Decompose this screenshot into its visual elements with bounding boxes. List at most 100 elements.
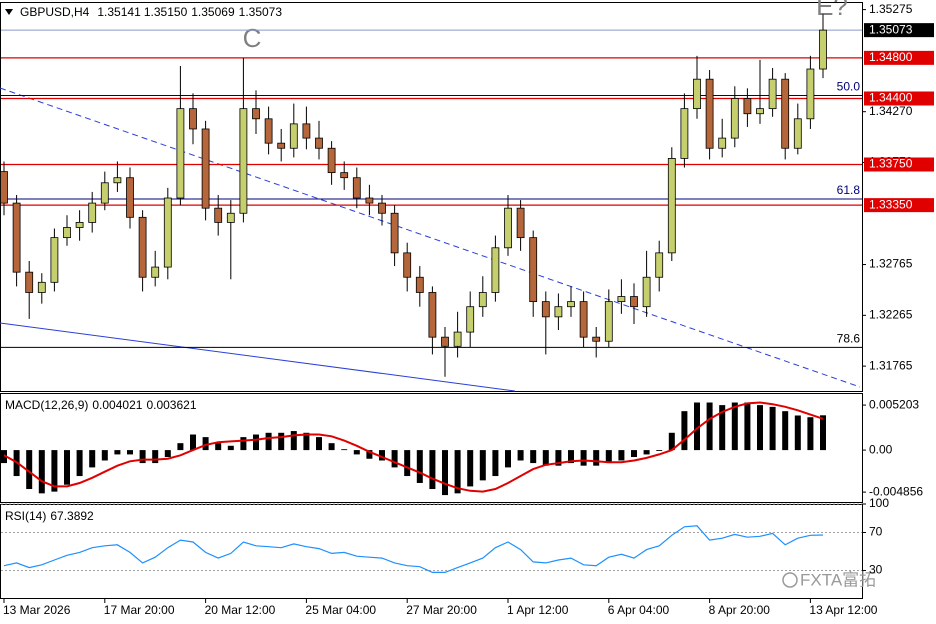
candle-body	[365, 197, 374, 204]
macd-bar	[328, 443, 335, 451]
macd-bar	[353, 450, 360, 455]
current-price-box	[864, 23, 934, 38]
macd-bar	[782, 411, 789, 451]
macd-bar	[215, 443, 222, 451]
macd-bar	[76, 450, 83, 477]
x-tick-label: 20 Mar 12:00	[205, 603, 276, 617]
candle-body	[113, 177, 122, 184]
watermark-logo	[782, 572, 798, 588]
y-tick-label: 100	[869, 496, 889, 510]
macd-bar	[379, 450, 385, 461]
macd-bar	[542, 450, 549, 466]
y-tick-label: 1.32765	[869, 257, 913, 271]
macd-signal-line	[3, 401, 824, 493]
candle-body	[630, 296, 638, 308]
wave-label: C	[243, 23, 262, 53]
candle-body	[100, 182, 109, 204]
symbol: GBPUSD,H4	[20, 5, 90, 19]
candle-body	[541, 301, 550, 318]
macd-bar	[492, 450, 499, 477]
candle-body	[12, 202, 21, 273]
y-tick-label: -0.004856	[869, 484, 923, 498]
candle-body	[176, 108, 185, 199]
candle-body	[226, 212, 235, 223]
candle-body	[453, 331, 462, 347]
candle-body	[793, 118, 802, 149]
candle-body	[819, 29, 827, 70]
macd-bar	[38, 450, 45, 494]
x-tick-label: 13 Mar 2026	[3, 603, 71, 617]
macd-bar	[731, 402, 738, 451]
level-price-box	[864, 198, 934, 213]
macd-panel	[0, 393, 863, 503]
candle-body	[428, 292, 437, 338]
fib-label: 78.6	[837, 331, 861, 345]
symbol-header: GBPUSD,H4 1.35141 1.35150 1.35069 1.35073	[20, 5, 282, 19]
candle-body	[151, 266, 160, 278]
level-price-label: 1.33750	[869, 157, 913, 171]
macd-bar	[240, 437, 247, 451]
macd-header: MACD(12,26,9) 0.004021 0.003621	[5, 398, 197, 412]
candle-body	[491, 247, 500, 293]
macd-bar	[290, 431, 297, 451]
y-tick-label: 0.00	[869, 442, 893, 456]
level-price-box	[864, 91, 934, 106]
candle-body	[126, 177, 134, 218]
candle-body	[264, 118, 273, 144]
fib-label: 50.0	[837, 80, 861, 94]
candle-body	[252, 108, 260, 120]
x-tick-label: 13 Apr 12:00	[809, 603, 877, 617]
macd-bar	[416, 450, 423, 483]
rsi-header: RSI(14) 67.3892	[5, 509, 94, 523]
candle-body	[340, 172, 349, 179]
candle-body	[730, 98, 739, 139]
macd-bar	[26, 450, 33, 490]
macd-bar	[618, 450, 625, 461]
macd-bar	[265, 432, 272, 451]
macd-bar	[341, 449, 348, 451]
macd-bar	[114, 450, 121, 455]
macd-bar	[89, 450, 96, 468]
candle-body	[567, 301, 575, 308]
candle-body	[693, 78, 701, 110]
candle-body	[277, 142, 286, 149]
macd-bar	[568, 450, 574, 464]
candle-body	[554, 306, 563, 318]
y-tick-label: 1.31765	[869, 358, 913, 372]
macd-value: 0.004021	[92, 398, 142, 412]
candle-body	[806, 68, 815, 120]
candle-body	[378, 202, 386, 214]
candle-body	[302, 123, 311, 139]
macd-bar	[442, 450, 448, 496]
menu-arrow[interactable]	[5, 9, 13, 15]
candle-body	[239, 108, 248, 214]
macd-bar	[454, 450, 461, 494]
candle-body	[680, 108, 689, 159]
candle-body	[781, 78, 790, 149]
candle-body	[289, 123, 298, 149]
wave-label: E?	[816, 0, 848, 21]
y-tick-label: 1.35275	[869, 2, 913, 16]
level-price-label: 1.33350	[869, 197, 913, 211]
macd-bar	[177, 443, 184, 451]
x-tick-label: 25 Mar 04:00	[305, 603, 376, 617]
macd-bar	[744, 402, 751, 451]
macd-bar	[1, 450, 7, 464]
macd-bar	[253, 434, 259, 451]
candle-body	[504, 207, 512, 249]
macd-bar	[139, 450, 146, 464]
macd-bar	[391, 450, 398, 468]
macd-bar	[681, 411, 688, 451]
macd-bar	[530, 450, 537, 464]
level-price-box	[864, 50, 934, 65]
candle-body	[579, 301, 588, 338]
candle-body	[642, 276, 651, 308]
macd-bar	[605, 450, 612, 464]
candle-body	[756, 108, 764, 115]
trend-line	[0, 322, 516, 392]
macd-bar	[807, 417, 814, 451]
quote-low: 1.35069	[191, 5, 235, 19]
macd-bar	[404, 450, 411, 477]
macd-bar	[694, 402, 700, 451]
